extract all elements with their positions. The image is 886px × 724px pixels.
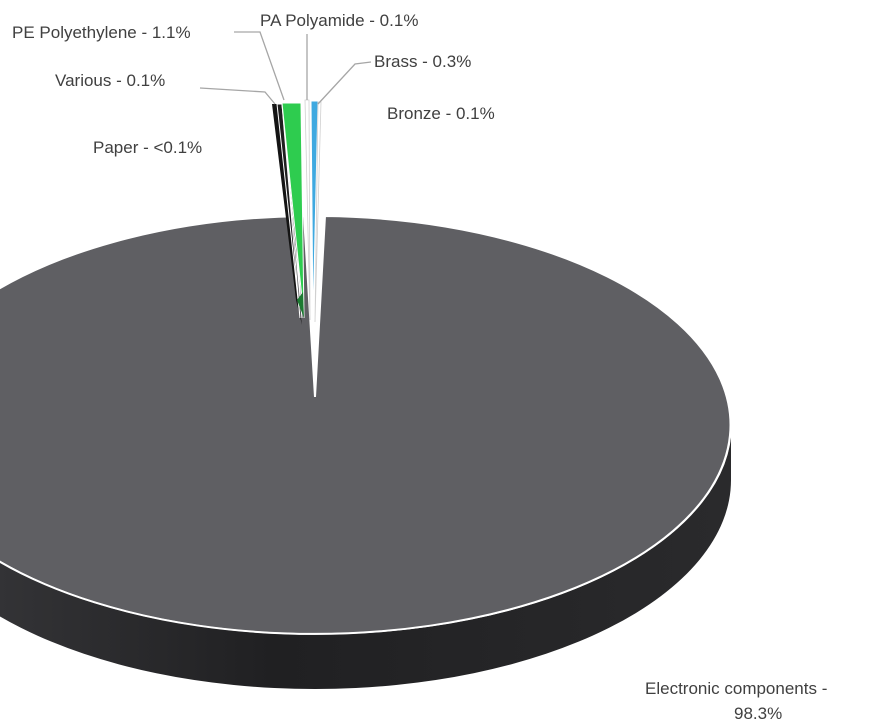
- pie-slice-brass: [310, 100, 319, 323]
- label-brass: Brass - 0.3%: [374, 52, 471, 71]
- label-pa-polyamide: PA Polyamide - 0.1%: [260, 11, 418, 30]
- label-various: Various - 0.1%: [55, 71, 165, 90]
- leader-line-pe: [234, 31, 285, 101]
- pie-slice-side-pe-polyethylene: [297, 292, 304, 318]
- label-paper: Paper - <0.1%: [93, 138, 202, 157]
- pie-slice-paper: [276, 103, 301, 319]
- pie-rim: [0, 424, 732, 635]
- label-pe-polyethylene: PE Polyethylene - 1.1%: [12, 23, 191, 42]
- pie-slice-side-electronic-components: [0, 425, 731, 689]
- label-bronze: Bronze - 0.1%: [387, 104, 495, 123]
- pie-slice-pe-polyethylene: [281, 102, 305, 319]
- label-electronic-components-value: 98.3%: [734, 704, 782, 723]
- label-electronic-components: Electronic components -: [645, 679, 827, 698]
- leader-line-various: [199, 87, 276, 105]
- leader-line-brass: [317, 61, 372, 105]
